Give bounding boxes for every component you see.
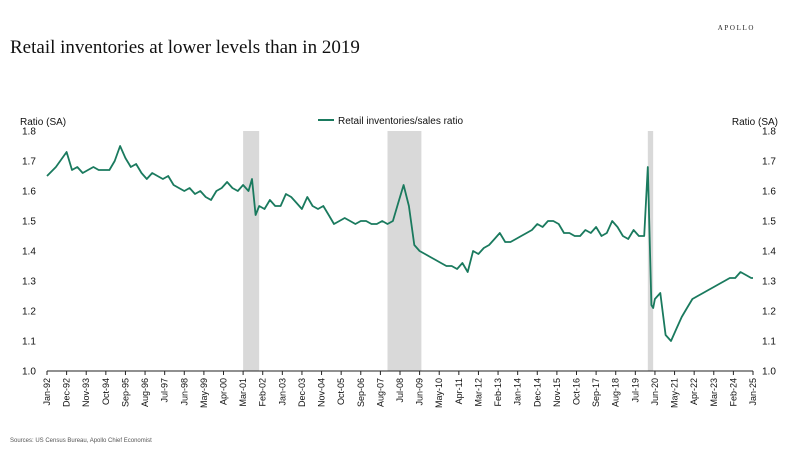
- x-tick-label-31: Jun-20: [650, 378, 660, 406]
- x-tick-label-14: Nov-04: [317, 378, 327, 407]
- x-tick-label-23: Feb-13: [493, 378, 503, 407]
- x-tick-label-18: Jul-08: [395, 378, 405, 403]
- x-tick-label-34: Mar-23: [709, 378, 719, 407]
- y-tick-right-8: 1.8: [762, 127, 776, 138]
- x-tick-label-4: Sep-95: [120, 378, 130, 407]
- x-tick-label-32: May-21: [670, 378, 680, 408]
- x-tick-label-16: Sep-06: [356, 378, 366, 407]
- y-tick-right-7: 1.7: [762, 157, 776, 168]
- x-tick-label-9: Apr-00: [219, 378, 229, 405]
- x-tick-label-33: Apr-22: [689, 378, 699, 405]
- brand-logo: APOLLO: [717, 24, 755, 32]
- y-tick-right-0: 1.0: [762, 367, 776, 378]
- y-tick-right-1: 1.1: [762, 337, 776, 348]
- x-tick-label-1: Dec-92: [62, 378, 72, 407]
- x-tick-label-2: Nov-93: [81, 378, 91, 407]
- x-tick-label-30: Jul-19: [630, 378, 640, 403]
- x-tick-label-12: Jan-03: [277, 378, 287, 406]
- y-tick-right-6: 1.6: [762, 187, 776, 198]
- x-tick-label-35: Feb-24: [728, 378, 738, 407]
- chart-axes: 1.0 1.0 1.1 1.1 1.2 1.2 1.3 1.3 1.4 1.4 1.5 1.5 1.6 1…: [22, 127, 776, 409]
- chart-title: Retail inventories at lower levels than …: [10, 37, 360, 58]
- y-tick-left-6: 1.6: [22, 187, 36, 198]
- x-tick-label-29: Aug-18: [611, 378, 621, 407]
- x-tick-label-13: Dec-03: [297, 378, 307, 407]
- recession-band-0: [243, 131, 260, 371]
- y-tick-left-8: 1.8: [22, 127, 36, 138]
- recession-band-1: [387, 131, 422, 371]
- y-tick-left-1: 1.1: [22, 337, 36, 348]
- x-tick-label-26: Nov-15: [552, 378, 562, 407]
- chart-legend: Retail inventories/sales ratio: [318, 116, 463, 127]
- x-tick-label-7: Jun-98: [179, 378, 189, 406]
- y-tick-right-5: 1.5: [762, 217, 776, 228]
- x-tick-label-24: Jan-14: [513, 378, 523, 406]
- x-tick-label-36: Jan-25: [748, 378, 758, 406]
- x-tick-label-19: Jun-09: [415, 378, 425, 406]
- x-tick-label-20: May-10: [434, 378, 444, 408]
- x-tick-label-17: Aug-07: [375, 378, 385, 407]
- x-tick-label-5: Aug-96: [140, 378, 150, 407]
- y-axis-label-right: Ratio (SA): [732, 117, 778, 128]
- y-tick-right-4: 1.4: [762, 247, 776, 258]
- series-layer: [46, 145, 753, 342]
- x-tick-label-11: Feb-02: [258, 378, 268, 407]
- x-tick-label-22: Mar-12: [473, 378, 483, 407]
- y-tick-left-7: 1.7: [22, 157, 36, 168]
- source-note: Sources: US Census Bureau, Apollo Chief …: [10, 438, 152, 444]
- x-tick-label-0: Jan-92: [42, 378, 52, 406]
- y-axis-label-left: Ratio (SA): [20, 117, 66, 128]
- x-tick-label-8: May-99: [199, 378, 209, 408]
- x-tick-label-27: Oct-16: [572, 378, 582, 405]
- x-tick-label-10: Mar-01: [238, 378, 248, 407]
- x-tick-label-6: Jul-97: [160, 378, 170, 403]
- y-tick-right-3: 1.3: [762, 277, 776, 288]
- y-tick-left-5: 1.5: [22, 217, 36, 228]
- recession-shading: [243, 131, 654, 371]
- x-tick-label-25: Dec-14: [532, 378, 542, 407]
- y-tick-left-0: 1.0: [22, 367, 36, 378]
- x-tick-label-28: Sep-17: [591, 378, 601, 407]
- series-line-0: [46, 145, 753, 342]
- y-tick-left-3: 1.3: [22, 277, 36, 288]
- y-tick-right-2: 1.2: [762, 307, 776, 318]
- y-tick-left-2: 1.2: [22, 307, 36, 318]
- x-tick-label-3: Oct-94: [101, 378, 111, 405]
- y-tick-left-4: 1.4: [22, 247, 36, 258]
- legend-label: Retail inventories/sales ratio: [338, 116, 463, 127]
- x-tick-label-21: Apr-11: [454, 378, 464, 404]
- x-tick-label-15: Oct-05: [336, 378, 346, 405]
